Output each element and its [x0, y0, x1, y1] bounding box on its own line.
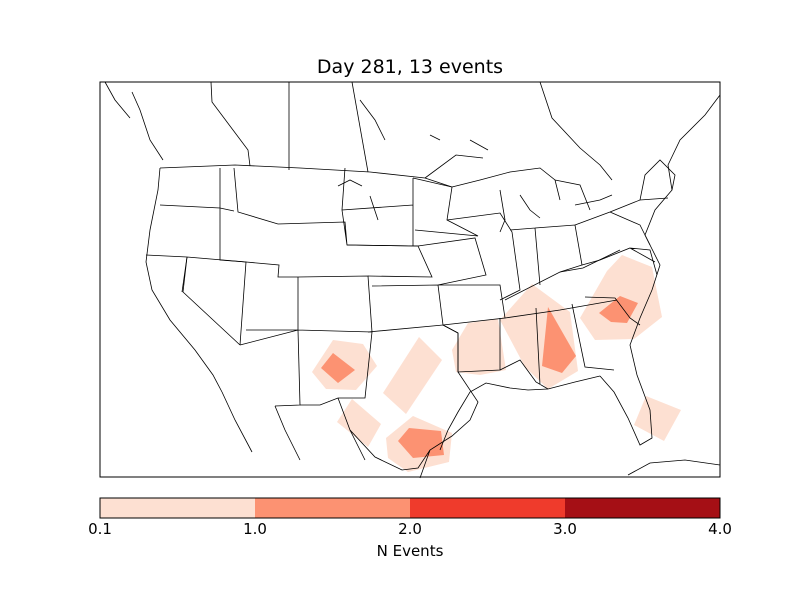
colorbar-bin — [410, 498, 565, 518]
southern-states — [499, 249, 621, 390]
state-boundaries — [104, 81, 721, 479]
event-region-new-mexico-inner — [321, 353, 355, 383]
colorbar-bin — [565, 498, 720, 518]
colorbar-tick-label: 3.0 — [553, 520, 577, 538]
event-region-florida — [634, 396, 681, 441]
northwest-states — [145, 167, 279, 293]
event-region-alabama-inner — [542, 307, 576, 373]
canada-lakes — [337, 99, 489, 221]
colorbar-tick-label: 2.0 — [398, 520, 422, 538]
colorbar-label: N Events — [376, 542, 444, 560]
four-corners — [239, 261, 373, 407]
event-region-south-texas-inner — [398, 428, 444, 458]
colorbar-tick-label: 0.1 — [88, 520, 112, 538]
west-coast — [104, 81, 223, 393]
map-border — [99, 81, 721, 478]
colorbar-tick-label: 4.0 — [708, 520, 732, 538]
gulf-coast — [439, 375, 601, 451]
event-region-west-texas — [383, 337, 442, 414]
mexico-outline — [221, 391, 431, 479]
event-region-texas-border — [337, 399, 381, 447]
chart-title: Day 281, 13 events — [316, 56, 504, 78]
colorbar-bin — [100, 498, 255, 518]
east-coast — [599, 94, 721, 446]
us-canada-border — [159, 164, 453, 188]
event-region-louisiana — [452, 319, 506, 375]
cuba-outline — [627, 459, 721, 476]
colorbar-border — [99, 497, 721, 519]
atlantic-states — [581, 247, 658, 326]
great-lakes-states — [446, 212, 583, 301]
colorbar-bin — [255, 498, 410, 518]
canada-provinces — [210, 81, 613, 181]
great-lakes — [451, 167, 613, 233]
colorbar — [99, 497, 721, 519]
colorbar-tick-label: 1.0 — [243, 520, 267, 538]
northern-plains — [277, 167, 419, 247]
